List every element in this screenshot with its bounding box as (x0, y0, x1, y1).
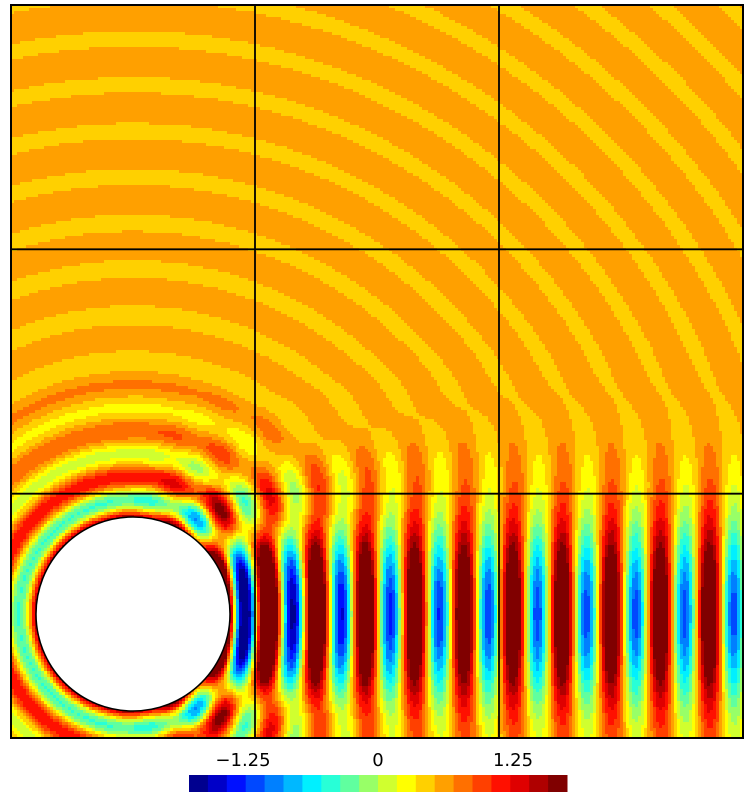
colorbar-swatch (359, 775, 379, 792)
colorbar-swatch (434, 775, 455, 792)
colorbar-tick-label: −1.25 (215, 750, 270, 771)
colorbar-swatch (207, 775, 228, 792)
colorbar-swatch (472, 775, 492, 792)
colorbar-swatch (264, 775, 284, 792)
colorbar-swatch (453, 775, 473, 792)
colorbar-swatch (189, 775, 209, 792)
colorbar-swatch (510, 775, 530, 792)
colorbar-swatch (283, 775, 303, 792)
colorbar-swatch (226, 775, 247, 792)
plot-border (10, 4, 744, 739)
colorbar-tick-label: 1.25 (493, 750, 533, 771)
colorbar-swatch (302, 775, 322, 792)
colorbar-tick-labels: −1.25 0 1.25 (215, 750, 533, 771)
colorbar-swatch (396, 775, 417, 792)
contour-field (11, 5, 743, 738)
colorbar-swatch (245, 775, 266, 792)
colorbar-swatch (529, 775, 549, 792)
colorbar-swatch (491, 775, 511, 792)
colorbar-swatch (321, 775, 341, 792)
colorbar-swatch (340, 775, 360, 792)
colorbar-swatch (415, 775, 436, 792)
mesh-grid-lines (10, 4, 744, 739)
colorbar (189, 775, 568, 792)
colorbar-tick-label: 0 (372, 750, 383, 771)
colorbar-swatch (378, 775, 398, 792)
scatterer-circle (35, 516, 231, 712)
colorbar-swatch (548, 775, 568, 792)
